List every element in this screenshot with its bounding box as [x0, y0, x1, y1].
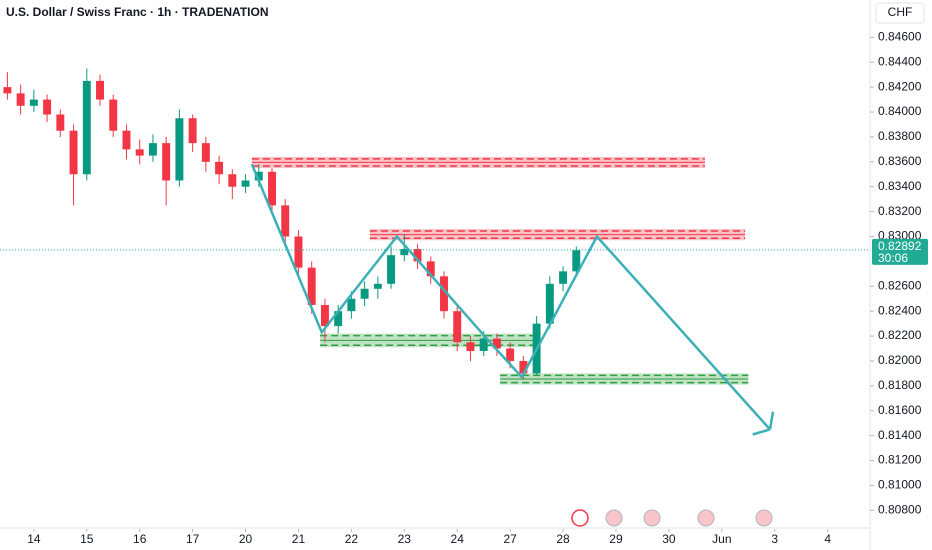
candle-body	[347, 298, 356, 312]
x-tick-label: 27	[503, 532, 517, 546]
candle-body	[241, 180, 250, 187]
candle-body	[56, 114, 65, 131]
y-tick-label: 0.81400	[878, 428, 922, 442]
candle-body	[96, 80, 104, 100]
event-icon[interactable]	[697, 509, 715, 527]
x-tick-label: 3	[771, 532, 778, 546]
candle-body	[254, 171, 263, 181]
x-tick-label: 15	[80, 532, 94, 546]
candle-body	[572, 250, 581, 272]
candle-body	[334, 311, 343, 327]
candle-body	[29, 99, 38, 106]
candle-body	[307, 267, 316, 305]
event-icons	[571, 509, 773, 527]
y-tick-label: 0.83600	[878, 154, 922, 168]
y-tick-label: 0.84400	[878, 54, 922, 68]
y-tick-label: 0.81000	[878, 478, 922, 492]
candle-body	[228, 174, 237, 187]
candle-body	[268, 171, 276, 206]
candle-body	[175, 118, 184, 181]
y-tick-label: 0.84000	[878, 104, 922, 118]
x-tick-label: 4	[824, 532, 831, 546]
candle-body	[188, 118, 197, 144]
candle-body	[281, 205, 290, 237]
candle-body	[82, 80, 91, 175]
x-tick-label: 28	[556, 532, 570, 546]
candle-body	[373, 283, 382, 289]
event-icon[interactable]	[571, 509, 589, 527]
candle-body	[453, 311, 462, 343]
y-tick-label: 0.81600	[878, 403, 922, 417]
candle-body	[559, 271, 568, 284]
y-tick-label: 0.83800	[878, 129, 922, 143]
candle-body	[135, 149, 144, 156]
candle-body	[148, 143, 157, 156]
candle-body	[466, 342, 475, 352]
arrow-head	[768, 411, 775, 430]
candle-body	[413, 248, 422, 262]
x-tick-label: 22	[345, 532, 359, 546]
currency-box[interactable]	[875, 2, 925, 24]
candle-body	[16, 93, 25, 106]
candle-body	[400, 248, 409, 256]
x-tick-label: 30	[662, 532, 676, 546]
candle-body	[426, 261, 435, 277]
countdown: 30:06	[878, 251, 908, 265]
candle-body	[109, 99, 118, 131]
candle-body	[69, 130, 78, 175]
candle-body	[43, 99, 52, 115]
candle-body	[294, 236, 303, 268]
candle-body	[162, 143, 171, 181]
x-tick-label: 17	[186, 532, 200, 546]
candle-body	[3, 87, 12, 94]
event-icon[interactable]	[605, 509, 623, 527]
x-tick-label: 29	[609, 532, 623, 546]
candle-body	[519, 360, 528, 374]
x-tick-label: 23	[398, 532, 412, 546]
y-tick-label: 0.82600	[878, 278, 922, 292]
x-tick-label: 14	[27, 532, 41, 546]
candle-body	[479, 338, 488, 352]
candle-body	[320, 304, 329, 327]
candle-body	[201, 143, 210, 162]
y-tick-label: 0.80800	[878, 503, 922, 517]
candle-body	[545, 283, 554, 324]
y-tick-label: 0.84200	[878, 79, 922, 93]
y-tick-label: 0.81800	[878, 378, 922, 392]
event-icon[interactable]	[755, 509, 773, 527]
chart-title: U.S. Dollar / Swiss Franc · 1h · TRADENA…	[6, 5, 268, 19]
candle-body	[215, 161, 224, 175]
x-tick-label: 20	[239, 532, 253, 546]
candle-body	[440, 276, 448, 312]
currency[interactable]: CHF	[888, 5, 913, 19]
candle-body	[506, 348, 515, 361]
y-tick-label: 0.83200	[878, 204, 922, 218]
event-icon[interactable]	[643, 509, 661, 527]
last-price-box	[872, 238, 928, 265]
x-tick-label: 21	[292, 532, 306, 546]
candle-body	[122, 130, 131, 150]
x-tick-label: 16	[133, 532, 147, 546]
candle-body	[360, 288, 369, 299]
y-tick-label: 0.82000	[878, 353, 922, 367]
y-tick-label: 0.81200	[878, 453, 922, 467]
arrow-head	[752, 428, 771, 436]
y-tick-label: 0.82400	[878, 303, 922, 317]
y-tick-label: 0.82200	[878, 328, 922, 342]
y-tick-label: 0.84600	[878, 30, 922, 44]
projection-path	[250, 163, 771, 431]
y-tick-label: 0.83400	[878, 179, 922, 193]
candle-body	[492, 338, 501, 349]
last-price-label: 0.82892	[878, 239, 922, 253]
x-tick-label: 24	[451, 532, 465, 546]
candle-body	[387, 255, 396, 284]
x-tick-label: Jun	[712, 532, 731, 546]
